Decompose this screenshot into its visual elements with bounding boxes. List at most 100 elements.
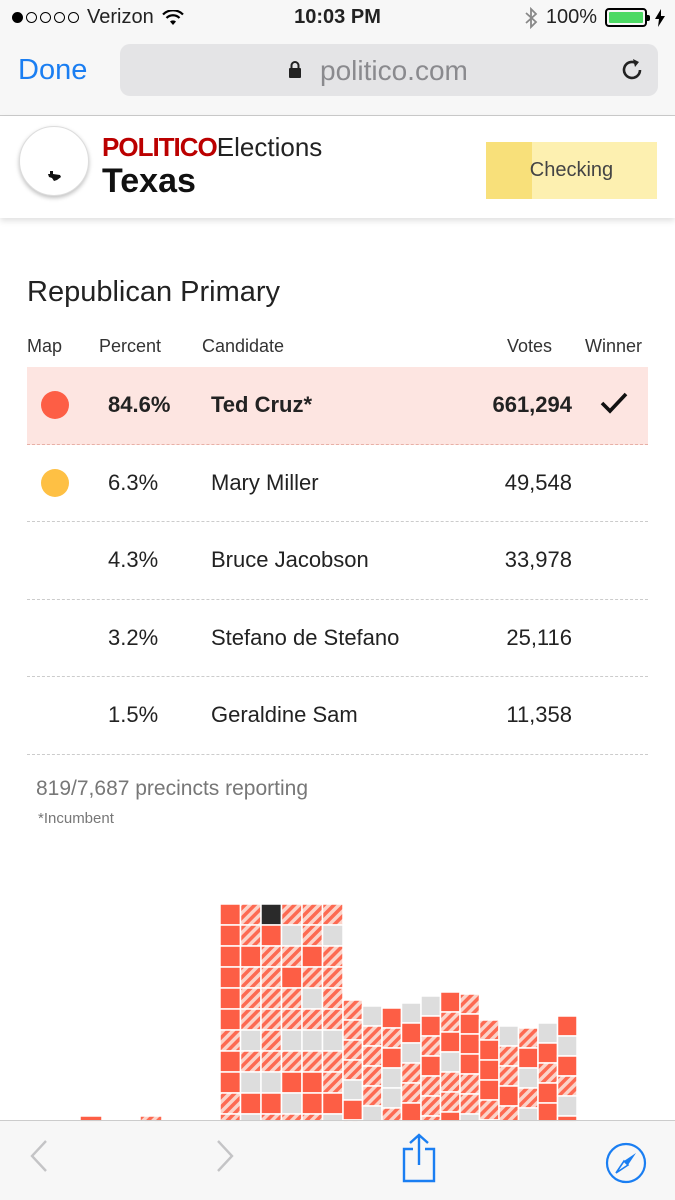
county-cell[interactable] <box>498 1025 520 1047</box>
county-cell[interactable] <box>556 1075 578 1097</box>
county-cell[interactable] <box>219 1050 242 1073</box>
county-cell[interactable] <box>301 1071 324 1094</box>
county-cell[interactable] <box>517 1087 539 1109</box>
county-cell[interactable] <box>342 1099 364 1121</box>
county-cell[interactable] <box>239 966 262 989</box>
county-cell[interactable] <box>556 1035 578 1057</box>
county-cell[interactable] <box>517 1047 539 1069</box>
table-row[interactable]: 1.5% Geraldine Sam 11,358 <box>27 677 648 755</box>
county-cell[interactable] <box>280 1029 303 1052</box>
table-row[interactable]: 6.3% Mary Miller 49,548 <box>27 445 648 522</box>
county-cell[interactable] <box>301 966 324 989</box>
county-cell[interactable] <box>239 903 262 926</box>
county-cell[interactable] <box>280 987 303 1010</box>
county-cell[interactable] <box>400 1042 422 1064</box>
county-cell[interactable] <box>239 945 262 968</box>
county-cell[interactable] <box>219 1113 242 1122</box>
county-cell[interactable] <box>301 1008 324 1031</box>
county-cell[interactable] <box>439 991 461 1013</box>
county-cell[interactable] <box>321 1029 344 1052</box>
county-cell[interactable] <box>439 1071 461 1093</box>
county-cell[interactable] <box>556 1115 578 1122</box>
county-cell[interactable] <box>280 1071 303 1094</box>
county-cell[interactable] <box>381 1027 403 1049</box>
share-icon[interactable] <box>401 1133 437 1183</box>
county-cell[interactable] <box>239 924 262 947</box>
county-cell[interactable] <box>260 924 283 947</box>
county-cell[interactable] <box>400 1082 422 1104</box>
county-cell[interactable] <box>260 1092 283 1115</box>
county-cell[interactable] <box>361 1045 383 1067</box>
county-cell[interactable] <box>260 987 283 1010</box>
county-cell[interactable] <box>361 1025 383 1047</box>
county-cell[interactable] <box>478 1059 500 1081</box>
county-cell[interactable] <box>517 1027 539 1049</box>
county-cell[interactable] <box>260 945 283 968</box>
county-cell[interactable] <box>478 1019 500 1041</box>
county-cell[interactable] <box>556 1015 578 1037</box>
county-cell[interactable] <box>381 1047 403 1069</box>
county-cell[interactable] <box>321 966 344 989</box>
county-cell[interactable] <box>498 1085 520 1107</box>
reload-icon[interactable] <box>618 56 646 84</box>
county-cell[interactable] <box>239 1092 262 1115</box>
address-bar[interactable]: politico.com <box>120 44 658 96</box>
county-cell[interactable] <box>219 945 242 968</box>
county-cell[interactable] <box>342 1059 364 1081</box>
county-cell[interactable] <box>260 1008 283 1031</box>
county-cell[interactable] <box>239 1071 262 1094</box>
county-cell[interactable] <box>498 1045 520 1067</box>
county-cell[interactable] <box>239 987 262 1010</box>
county-cell[interactable] <box>420 1095 442 1117</box>
county-cell[interactable] <box>537 1022 559 1044</box>
county-cell[interactable] <box>321 1071 344 1094</box>
safari-compass-icon[interactable] <box>604 1141 648 1185</box>
county-cell[interactable] <box>321 1008 344 1031</box>
county-cell[interactable] <box>478 1039 500 1061</box>
county-cell[interactable] <box>219 903 242 926</box>
county-cell[interactable] <box>439 1051 461 1073</box>
county-cell[interactable] <box>260 1029 283 1052</box>
county-cell[interactable] <box>280 966 303 989</box>
county-cell[interactable] <box>439 1111 461 1122</box>
county-cell[interactable] <box>301 1029 324 1052</box>
county-cell[interactable] <box>219 1029 242 1052</box>
county-cell[interactable] <box>219 1071 242 1094</box>
county-cell[interactable] <box>280 1113 303 1122</box>
county-results-map[interactable] <box>0 890 675 1122</box>
county-cell[interactable] <box>321 1050 344 1073</box>
county-cell[interactable] <box>260 966 283 989</box>
county-cell[interactable] <box>537 1042 559 1064</box>
county-cell[interactable] <box>556 1055 578 1077</box>
county-cell[interactable] <box>301 903 324 926</box>
county-cell[interactable] <box>321 987 344 1010</box>
county-cell[interactable] <box>342 999 364 1021</box>
county-cell[interactable] <box>321 903 344 926</box>
county-cell[interactable] <box>439 1031 461 1053</box>
county-cell[interactable] <box>239 1029 262 1052</box>
county-cell[interactable] <box>301 1092 324 1115</box>
county-cell[interactable] <box>280 924 303 947</box>
county-cell[interactable] <box>478 1079 500 1101</box>
county-cell[interactable] <box>420 995 442 1017</box>
county-cell[interactable] <box>321 1092 344 1115</box>
county-cell[interactable] <box>361 1085 383 1107</box>
county-cell[interactable] <box>459 1013 481 1035</box>
county-cell[interactable] <box>219 1092 242 1115</box>
county-cell[interactable] <box>459 993 481 1015</box>
county-cell[interactable] <box>420 1115 442 1122</box>
county-cell[interactable] <box>420 1075 442 1097</box>
county-cell[interactable] <box>321 924 344 947</box>
county-cell[interactable] <box>260 1050 283 1073</box>
county-cell[interactable] <box>301 987 324 1010</box>
done-button[interactable]: Done <box>18 54 88 86</box>
table-row[interactable]: 4.3% Bruce Jacobson 33,978 <box>27 522 648 600</box>
county-cell[interactable] <box>498 1065 520 1087</box>
county-cell[interactable] <box>459 1053 481 1075</box>
county-cell[interactable] <box>537 1082 559 1104</box>
county-cell[interactable] <box>439 1091 461 1113</box>
county-cell[interactable] <box>280 945 303 968</box>
county-cell[interactable] <box>239 1113 262 1122</box>
county-cell[interactable] <box>260 1071 283 1094</box>
map-menu-button[interactable] <box>19 126 89 196</box>
